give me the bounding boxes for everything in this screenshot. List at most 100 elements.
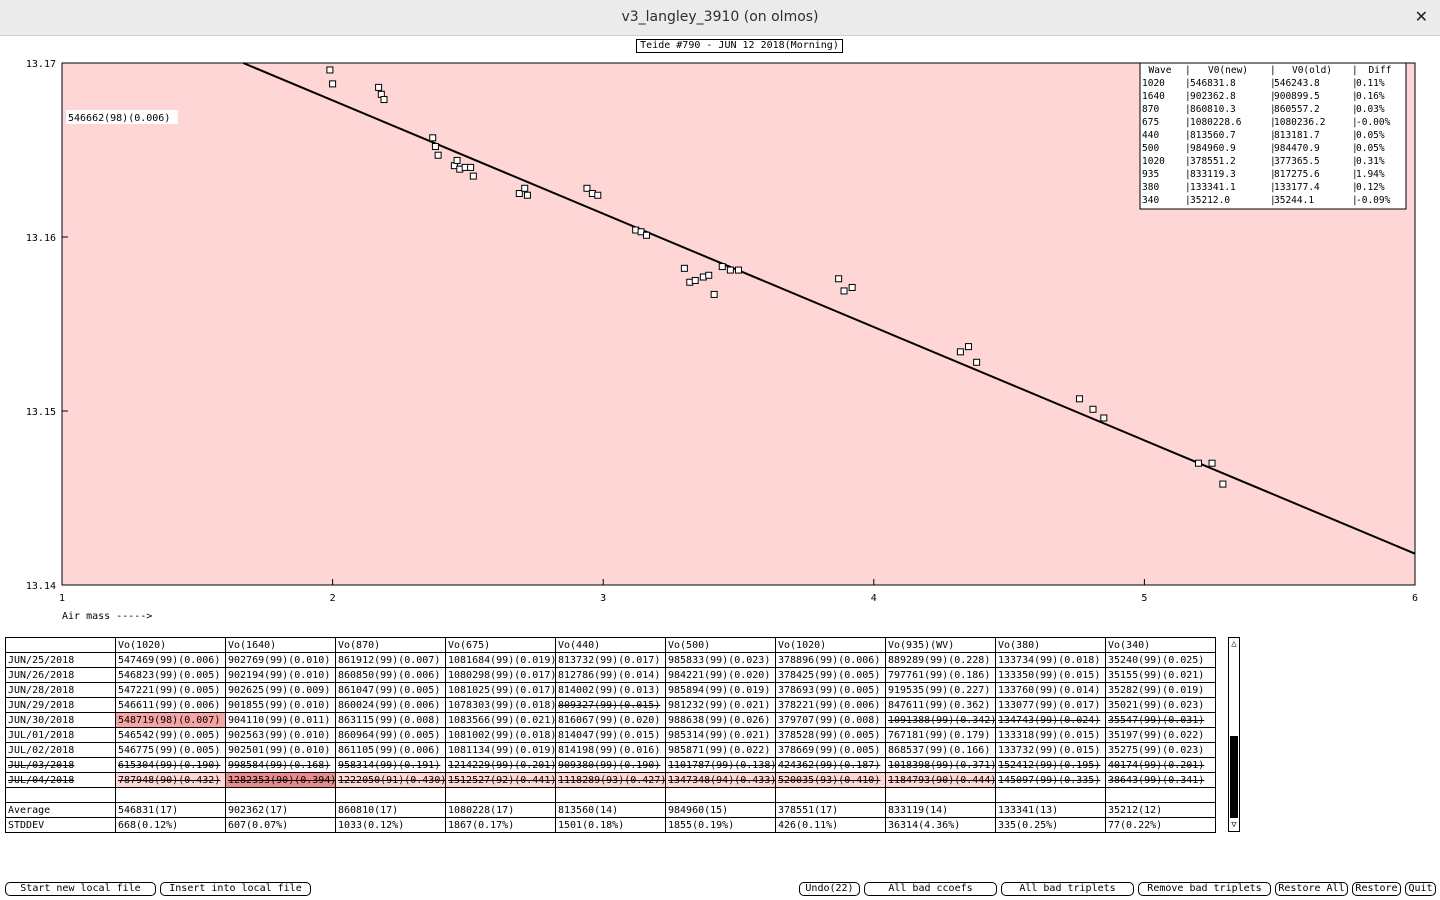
table-header-cell[interactable]: Vo(340) <box>1105 637 1216 653</box>
table-row-cell[interactable]: 814002(99)(0.013) <box>555 682 666 698</box>
table-row-cell[interactable]: 861912(99)(0.007) <box>335 652 446 668</box>
table-row-cell[interactable]: 863115(99)(0.008) <box>335 712 446 728</box>
table-row-cell[interactable]: 767181(99)(0.179) <box>885 727 996 743</box>
table-average-row-cell[interactable]: 546831(17) <box>115 802 226 818</box>
table-row-cell[interactable]: JUL/01/2018 <box>5 727 116 743</box>
table-row-cell[interactable]: 378669(99)(0.005) <box>775 742 886 758</box>
table-stddev-row-cell[interactable]: 1867(0.17%) <box>445 817 556 833</box>
table-row-cell[interactable]: 1081134(99)(0.019) <box>445 742 556 758</box>
table-spacer-cell[interactable] <box>115 787 226 803</box>
table-spacer[interactable] <box>5 787 1216 803</box>
table-average-row-cell[interactable]: 35212(12) <box>1105 802 1216 818</box>
table-row-cell[interactable]: 1347348(94)(0.433) <box>665 772 776 788</box>
table-row-cell[interactable]: 35282(99)(0.019) <box>1105 682 1216 698</box>
table-row-cell[interactable]: 546775(99)(0.005) <box>115 742 226 758</box>
table-header-cell[interactable] <box>5 637 116 653</box>
table-row-cell[interactable]: 152412(99)(0.195) <box>995 757 1106 773</box>
table-row-cell[interactable]: 145097(99)(0.335) <box>995 772 1106 788</box>
table-row-cell[interactable]: 860964(99)(0.005) <box>335 727 446 743</box>
table-row-cell[interactable]: 909380(99)(0.190) <box>555 757 666 773</box>
table-header-cell[interactable]: Vo(380) <box>995 637 1106 653</box>
scroll-up-icon[interactable]: △ <box>1231 639 1237 649</box>
table-spacer-cell[interactable] <box>225 787 336 803</box>
table-row-cell[interactable]: 378528(99)(0.005) <box>775 727 886 743</box>
table-row-cell[interactable]: JUN/28/2018 <box>5 682 116 698</box>
table-row-cell[interactable]: JUN/25/2018 <box>5 652 116 668</box>
table-row-cell[interactable]: 1081002(99)(0.018) <box>445 727 556 743</box>
remove-bad-triplets-button[interactable]: Remove bad triplets <box>1138 882 1271 896</box>
table-row-cell[interactable]: 35197(99)(0.022) <box>1105 727 1216 743</box>
table-header-cell[interactable]: Vo(1020) <box>775 637 886 653</box>
table-stddev-row-cell[interactable]: 426(0.11%) <box>775 817 886 833</box>
table-row-cell[interactable]: 615304(99)(0.190) <box>115 757 226 773</box>
table-stddev-row-cell[interactable]: 668(0.12%) <box>115 817 226 833</box>
table-row-cell[interactable]: 35275(99)(0.023) <box>1105 742 1216 758</box>
table-row-cell[interactable]: 889289(99)(0.228) <box>885 652 996 668</box>
table-header-cell[interactable]: Vo(935)(WV) <box>885 637 996 653</box>
table-row-cell[interactable]: 546823(99)(0.005) <box>115 667 226 683</box>
table-row-cell[interactable]: 378896(99)(0.006) <box>775 652 886 668</box>
table-row-cell[interactable]: 133077(99)(0.017) <box>995 697 1106 713</box>
table-row[interactable]: JUN/29/2018 546611(99)(0.006) 901855(99)(0… <box>5 697 1216 713</box>
table-row[interactable]: JUN/30/2018 548719(98)(0.007) 904110(99)(0… <box>5 712 1216 728</box>
table-scrollbar[interactable]: △ ▽ <box>1228 637 1240 832</box>
table-spacer-cell[interactable] <box>1105 787 1216 803</box>
insert-into-local-file-button[interactable]: Insert into local file <box>160 882 311 896</box>
table-row-cell[interactable]: 861047(99)(0.005) <box>335 682 446 698</box>
table-average-row-cell[interactable]: 984960(15) <box>665 802 776 818</box>
table-header-cell[interactable]: Vo(675) <box>445 637 556 653</box>
all-bad-triplets-button[interactable]: All bad triplets <box>1001 882 1134 896</box>
close-icon[interactable]: ✕ <box>1414 7 1428 26</box>
table-row-cell[interactable]: 134743(99)(0.024) <box>995 712 1106 728</box>
table-row-cell[interactable]: 38643(99)(0.341) <box>1105 772 1216 788</box>
table-row-cell[interactable]: 547469(99)(0.006) <box>115 652 226 668</box>
table-row-cell[interactable]: 378693(99)(0.005) <box>775 682 886 698</box>
table-row-cell[interactable]: 378221(99)(0.006) <box>775 697 886 713</box>
table-row-cell[interactable]: JUN/29/2018 <box>5 697 116 713</box>
table-row-cell[interactable]: 988638(99)(0.026) <box>665 712 776 728</box>
table-stddev-row-cell[interactable]: 335(0.25%) <box>995 817 1106 833</box>
start-new-local-file-button[interactable]: Start new local file <box>5 882 156 896</box>
table-spacer-cell[interactable] <box>335 787 446 803</box>
table-row-cell[interactable]: 35547(99)(0.031) <box>1105 712 1216 728</box>
table-row[interactable]: JUL/04/2018 787948(90)(0.432) 1282353(90)(… <box>5 772 1216 788</box>
table-row-cell[interactable]: 133760(99)(0.014) <box>995 682 1106 698</box>
table-row-cell[interactable]: 812786(99)(0.014) <box>555 667 666 683</box>
table-average-row-cell[interactable]: 378551(17) <box>775 802 886 818</box>
table-row-cell[interactable]: 520035(93)(0.410) <box>775 772 886 788</box>
table-row-cell[interactable]: 919535(99)(0.227) <box>885 682 996 698</box>
table-row-cell[interactable]: 901855(99)(0.010) <box>225 697 336 713</box>
table-header-cell[interactable]: Vo(1020) <box>115 637 226 653</box>
table-row-cell[interactable]: 546542(99)(0.005) <box>115 727 226 743</box>
table-row-cell[interactable]: 35155(99)(0.021) <box>1105 667 1216 683</box>
table-row-cell[interactable]: 1512527(92)(0.441) <box>445 772 556 788</box>
table-stddev-row-cell[interactable]: 1855(0.19%) <box>665 817 776 833</box>
table-row[interactable]: JUN/28/2018 547221(99)(0.005) 902625(99)(0… <box>5 682 1216 698</box>
table-spacer-cell[interactable] <box>665 787 776 803</box>
table-spacer-cell[interactable] <box>445 787 556 803</box>
table-row-cell[interactable]: 814047(99)(0.015) <box>555 727 666 743</box>
table-row[interactable]: JUL/03/2018 615304(99)(0.190) 998584(99)(0… <box>5 757 1216 773</box>
table-spacer-cell[interactable] <box>885 787 996 803</box>
table-header[interactable]: Vo(1020) Vo(1640) Vo(870) Vo(675) Vo(440) Vo(… <box>5 637 1216 653</box>
table-row-cell[interactable]: 40174(99)(0.201) <box>1105 757 1216 773</box>
undo-button[interactable]: Undo(22) <box>799 882 860 896</box>
table-row-cell[interactable]: 868537(99)(0.166) <box>885 742 996 758</box>
restore-button[interactable]: Restore <box>1352 882 1401 896</box>
table-row-cell[interactable]: 814198(99)(0.016) <box>555 742 666 758</box>
table-row-cell[interactable]: 1080298(99)(0.017) <box>445 667 556 683</box>
table-average-row-cell[interactable]: 813560(14) <box>555 802 666 818</box>
table-stddev-row-cell[interactable]: 1033(0.12%) <box>335 817 446 833</box>
table-row-cell[interactable]: 981232(99)(0.021) <box>665 697 776 713</box>
table-row-cell[interactable]: 1091388(99)(0.342) <box>885 712 996 728</box>
table-average-row-cell[interactable]: 833119(14) <box>885 802 996 818</box>
table-row-cell[interactable]: 860850(99)(0.006) <box>335 667 446 683</box>
quit-button[interactable]: Quit <box>1405 882 1436 896</box>
table-row-cell[interactable]: 984221(99)(0.020) <box>665 667 776 683</box>
table-average-row[interactable]: Average 546831(17) 902362(17) 860810(17) 108… <box>5 802 1216 818</box>
table-row-cell[interactable]: 1081684(99)(0.019) <box>445 652 556 668</box>
table-row-cell[interactable]: 813732(99)(0.017) <box>555 652 666 668</box>
table-stddev-row-cell[interactable]: STDDEV <box>5 817 116 833</box>
all-bad-ccoefs-button[interactable]: All bad ccoefs <box>864 882 997 896</box>
table-stddev-row-cell[interactable]: 36314(4.36%) <box>885 817 996 833</box>
